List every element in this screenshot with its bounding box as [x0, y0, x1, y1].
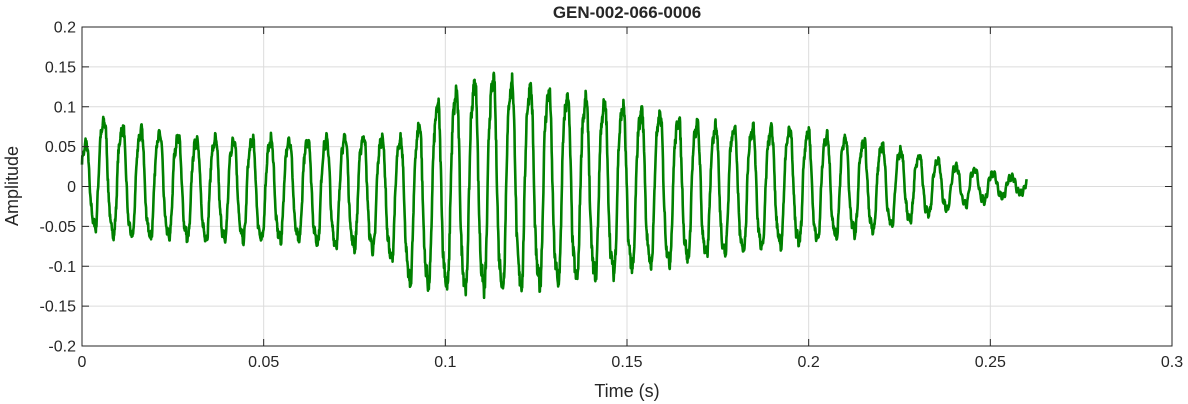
y-tick-label: 0.15: [45, 59, 76, 76]
chart-title: GEN-002-066-0006: [553, 3, 701, 22]
tick-marks: [81, 26, 1173, 347]
x-tick-label: 0.2: [798, 354, 820, 371]
y-tick-label: 0.1: [54, 99, 76, 116]
x-tick-label: 0.1: [434, 354, 456, 371]
y-tick-label: -0.15: [40, 299, 77, 316]
x-tick-label: 0.05: [248, 354, 279, 371]
y-tick-label: -0.1: [48, 259, 76, 276]
y-axis-label: Amplitude: [2, 146, 22, 226]
x-axis-label: Time (s): [594, 381, 659, 401]
y-tick-label: 0: [67, 179, 76, 196]
series-line-amplitude: [80, 71, 1028, 300]
x-tick-label: 0.25: [975, 354, 1006, 371]
x-tick-label: 0.3: [1161, 354, 1183, 371]
y-tick-label: -0.05: [40, 219, 77, 236]
y-tick-label: 0.05: [45, 139, 76, 156]
x-tick-label: 0: [78, 354, 87, 371]
y-tick-label: 0.2: [54, 20, 76, 37]
x-tick-label: 0.15: [611, 354, 642, 371]
x-tick-labels: 0 0.05 0.1 0.15 0.2 0.25 0.3: [78, 354, 1184, 371]
series-layer: [80, 71, 1028, 300]
y-tick-label: -0.2: [48, 339, 76, 356]
y-tick-labels: -0.2 -0.15 -0.1 -0.05 0 0.05 0.1 0.15 0.2: [40, 20, 77, 356]
